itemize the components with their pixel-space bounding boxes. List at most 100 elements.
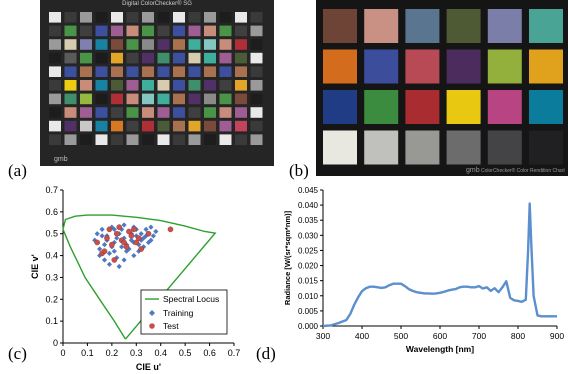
sg-patch xyxy=(157,107,170,118)
sg-patch xyxy=(49,80,61,91)
sg-patch xyxy=(188,80,201,91)
classic-patch xyxy=(446,90,481,124)
training-point xyxy=(121,222,127,228)
y-tick-label: 0.030 xyxy=(298,231,319,240)
sg-patch xyxy=(204,66,216,77)
x-axis-title: CIE u' xyxy=(136,362,161,372)
sg-patch xyxy=(126,107,139,118)
sg-patch xyxy=(250,107,263,118)
training-point xyxy=(119,226,125,232)
training-point xyxy=(131,252,137,259)
sg-patch xyxy=(157,52,170,64)
sg-patch-grid xyxy=(49,12,263,145)
sg-patch xyxy=(126,80,139,91)
test-point xyxy=(135,235,142,241)
sg-patch xyxy=(111,66,123,77)
test-point xyxy=(131,226,137,233)
training-point xyxy=(138,231,144,237)
classic-patch xyxy=(446,9,481,43)
classic-patch-grid xyxy=(323,9,563,165)
test-point xyxy=(104,235,110,241)
sg-patch xyxy=(126,39,139,50)
sg-patch xyxy=(111,134,123,145)
sg-patch xyxy=(235,80,247,91)
y-tick-label: 0 xyxy=(53,338,58,348)
y-tick-label: 0.3 xyxy=(45,272,58,282)
sg-patch xyxy=(126,134,139,145)
sg-patch xyxy=(219,12,232,23)
classic-patch xyxy=(364,49,399,84)
sg-patch xyxy=(49,52,61,64)
training-point xyxy=(111,239,117,246)
sg-patch xyxy=(49,66,61,77)
legend-test-label: Test xyxy=(163,321,179,331)
sg-patch xyxy=(142,25,154,37)
sg-patch xyxy=(49,39,61,50)
sg-patch xyxy=(173,66,185,77)
sg-patch xyxy=(219,134,232,145)
sg-patch xyxy=(188,12,201,23)
y-tick-label: 0.1 xyxy=(45,316,58,326)
sg-patch xyxy=(111,80,123,91)
classic-patch xyxy=(529,9,563,43)
sg-patch xyxy=(188,66,201,77)
sg-patch xyxy=(250,120,263,132)
sg-patch xyxy=(173,120,185,132)
classic-patch xyxy=(323,49,357,84)
sg-patch xyxy=(64,39,77,50)
x-tick-label: 0.5 xyxy=(179,348,192,358)
sg-patch xyxy=(80,134,92,145)
sg-title: Digital ColorChecker® SG xyxy=(122,1,192,7)
y-tick-label: 0.015 xyxy=(298,277,319,286)
sg-brand-logo: gmb xyxy=(54,156,68,163)
y-tick-label: 0.6 xyxy=(45,207,58,217)
training-point xyxy=(150,233,156,239)
classic-patch xyxy=(405,90,440,124)
sg-patch xyxy=(219,39,232,50)
classic-patch xyxy=(446,130,481,165)
test-point xyxy=(94,239,100,246)
spectral-locus-line xyxy=(62,214,217,340)
classic-patch xyxy=(364,90,399,124)
sg-patch xyxy=(250,134,263,145)
training-point xyxy=(148,224,154,230)
sg-patch xyxy=(173,52,185,64)
sg-patch xyxy=(204,134,216,145)
sg-patch xyxy=(157,12,170,23)
sg-patch xyxy=(142,107,154,118)
sg-patch xyxy=(49,25,61,37)
classic-patch xyxy=(405,9,440,43)
sg-patch xyxy=(111,12,123,23)
sg-patch xyxy=(250,80,263,91)
sg-patch xyxy=(142,134,154,145)
sg-patch xyxy=(250,12,263,23)
classic-patch xyxy=(323,9,357,43)
colorchecker-classic-image: gmb ColorChecker® Color Rendition Chart xyxy=(316,0,568,176)
sg-patch xyxy=(64,80,77,91)
y-tick-label: 0.5 xyxy=(45,229,58,239)
sg-patch xyxy=(111,39,123,50)
sg-patch xyxy=(80,80,92,91)
training-point xyxy=(153,228,159,235)
y-tick-label: 0.000 xyxy=(298,322,319,331)
test-point xyxy=(106,226,113,233)
sg-patch xyxy=(80,107,92,118)
sg-patch xyxy=(64,93,77,105)
sg-patch xyxy=(80,39,92,50)
sg-patch xyxy=(219,80,232,91)
sg-patch xyxy=(111,120,123,132)
x-axis-title: Wavelength [nm] xyxy=(406,344,474,354)
sg-patch xyxy=(188,39,201,50)
sg-patch xyxy=(80,120,92,132)
sg-patch xyxy=(80,25,92,37)
y-tick-label: 0.040 xyxy=(298,201,319,210)
sg-patch xyxy=(188,25,201,37)
training-point xyxy=(143,226,149,232)
sg-patch xyxy=(126,25,139,37)
classic-patch xyxy=(529,49,563,84)
sg-patch xyxy=(157,66,170,77)
sg-patch xyxy=(95,66,108,77)
x-tick-label: 0.7 xyxy=(228,348,241,358)
sg-patch xyxy=(95,107,108,118)
classic-patch xyxy=(487,130,522,165)
